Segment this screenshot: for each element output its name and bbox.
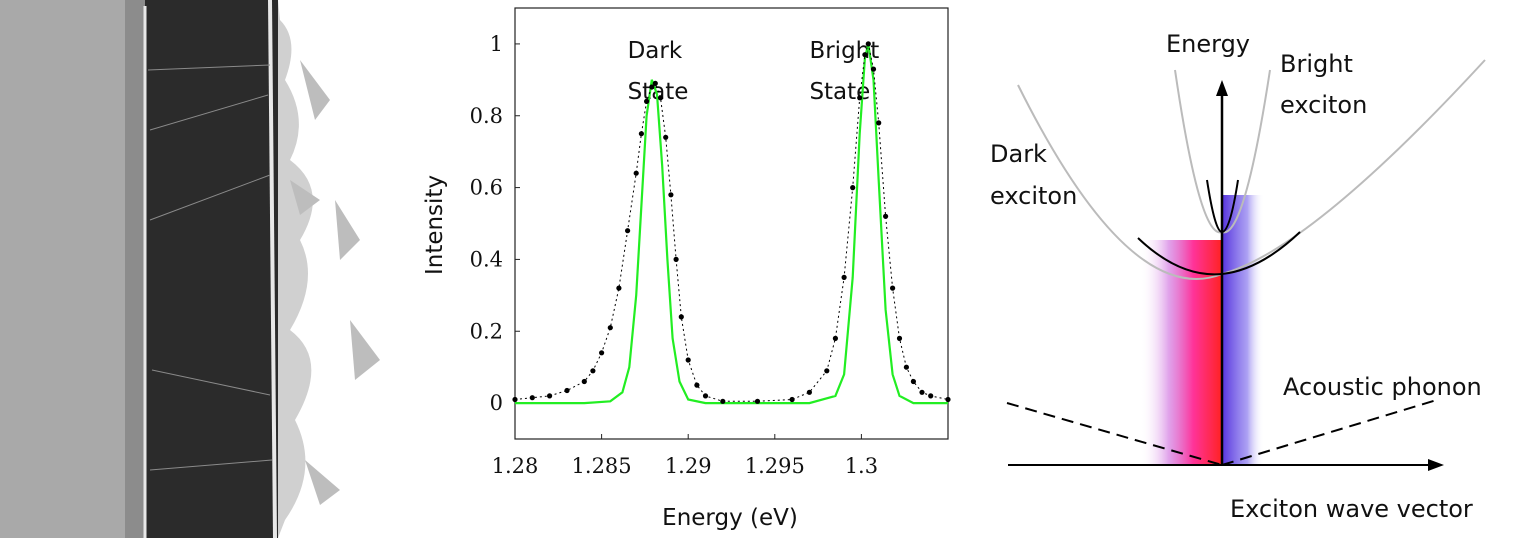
y-tick-label: 0.4 xyxy=(470,247,503,271)
measured-point xyxy=(607,325,613,331)
energy-axis-label: Energy xyxy=(1166,30,1250,58)
measured-point xyxy=(919,389,925,395)
measured-point xyxy=(702,393,709,399)
bright-exciton-label-line2: exciton xyxy=(1280,91,1367,119)
plot-frame xyxy=(514,7,949,440)
wavevector-axis-arrow-icon xyxy=(1428,459,1444,471)
measured-point xyxy=(625,228,631,234)
y-tick-label: 0.2 xyxy=(470,319,503,343)
measured-point xyxy=(870,66,877,72)
layer-boundary-line xyxy=(268,0,277,538)
y-axis-label: Intensity xyxy=(422,175,448,275)
measured-point xyxy=(862,52,868,58)
acoustic-phonon-label: Acoustic phonon xyxy=(1283,373,1482,401)
measured-point xyxy=(876,120,882,126)
measured-point xyxy=(529,395,535,401)
measured-point xyxy=(590,368,596,374)
measured-point xyxy=(685,357,691,363)
x-tick-label: 1.28 xyxy=(492,454,539,478)
dark-exciton-label-line2: exciton xyxy=(990,182,1077,210)
measured-point xyxy=(865,41,871,47)
measured-point xyxy=(678,314,684,320)
y-tick-label: 0.8 xyxy=(470,104,503,128)
measured-point xyxy=(857,95,863,101)
y-tick-label: 1 xyxy=(490,32,503,56)
fit-series xyxy=(515,43,948,405)
spectrum-chart: 1.28 1.285 1.29 1.295 1.3 0 0.2 0.4 0.6 0.8 1 Ene… xyxy=(422,7,951,531)
measured-point xyxy=(890,285,896,291)
x-tick-label: 1.29 xyxy=(665,454,712,478)
measured-point xyxy=(910,378,916,385)
measured-connector xyxy=(514,41,949,402)
sample-micrograph xyxy=(0,0,405,538)
measured-point xyxy=(652,80,658,86)
measured-point xyxy=(581,378,587,385)
measured-point xyxy=(928,393,934,399)
dark-exciton-label-line1: Dark xyxy=(990,140,1047,168)
bright-exciton-label-line1: Bright xyxy=(1280,50,1353,78)
substrate-region xyxy=(0,0,125,538)
x-tick-label: 1.295 xyxy=(745,454,805,478)
crack-lines xyxy=(147,64,273,471)
annotation-label: Dark xyxy=(628,38,683,64)
measured-point xyxy=(512,396,518,403)
measured-point xyxy=(663,134,669,140)
measured-point xyxy=(649,84,655,90)
y-tick-label: 0 xyxy=(490,391,503,415)
wavevector-axis-label: Exciton wave vector xyxy=(1230,495,1473,523)
measured-point xyxy=(832,335,838,341)
measured-point xyxy=(564,387,570,394)
measured-point xyxy=(945,396,951,403)
fit-line xyxy=(515,43,948,405)
measured-point xyxy=(824,368,830,374)
x-tick-label: 1.3 xyxy=(845,454,878,478)
measured-point xyxy=(638,131,644,137)
measured-point xyxy=(547,393,553,399)
measured-series xyxy=(512,41,951,404)
measured-point xyxy=(883,213,889,219)
measured-point xyxy=(754,398,761,404)
measured-point xyxy=(789,396,795,403)
measured-point xyxy=(633,170,639,176)
measured-point xyxy=(644,98,650,104)
measured-point xyxy=(903,364,909,370)
x-tick-label: 1.285 xyxy=(572,454,632,478)
measured-point xyxy=(850,185,856,191)
x-axis-label: Energy (eV) xyxy=(662,505,798,531)
bright-emission-band xyxy=(1222,195,1264,465)
dispersion-schematic: Energy Exciton wave vector Bright excito… xyxy=(990,30,1486,523)
y-axis-ticks: 0 0.2 0.4 0.6 0.8 1 xyxy=(470,32,520,415)
measured-point xyxy=(806,389,812,395)
measured-point xyxy=(720,398,726,404)
energy-axis-arrow-icon xyxy=(1216,80,1228,96)
measured-point xyxy=(841,274,847,280)
measured-point xyxy=(616,285,622,291)
rough-edge xyxy=(278,0,313,538)
measured-point xyxy=(694,382,700,388)
measured-point xyxy=(657,95,664,101)
measured-point xyxy=(668,192,674,198)
y-tick-label: 0.6 xyxy=(470,176,503,200)
measured-point xyxy=(896,335,903,341)
measured-point xyxy=(599,350,605,356)
measured-point xyxy=(673,256,679,262)
dark-layer xyxy=(145,0,280,538)
x-axis-ticks: 1.28 1.285 1.29 1.295 1.3 xyxy=(492,434,878,478)
annotation-label: State xyxy=(809,79,870,105)
substrate-edge xyxy=(125,0,145,538)
